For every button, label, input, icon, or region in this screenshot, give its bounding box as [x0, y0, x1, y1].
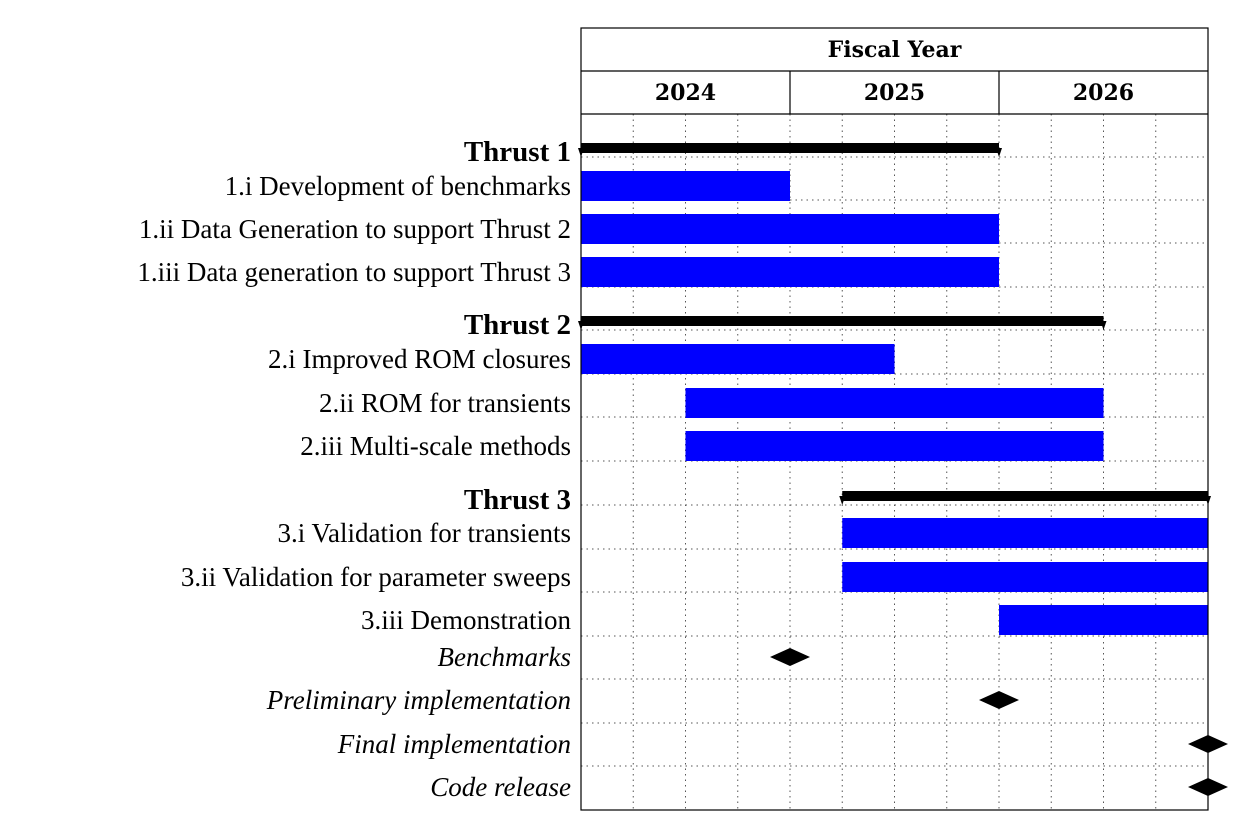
group-bar-cap-left [839, 496, 846, 505]
header-title: Fiscal Year [828, 37, 962, 63]
task-bar [842, 562, 1208, 592]
task-bar [581, 257, 999, 287]
milestone-diamond [770, 648, 810, 666]
milestone-diamond [979, 691, 1019, 709]
bars-layer [578, 143, 1228, 796]
milestone-label: Benchmarks [438, 642, 571, 672]
group-label: Thrust 3 [464, 484, 571, 516]
task-bar [581, 171, 790, 201]
milestone-label: Code release [430, 772, 571, 802]
group-bar [578, 143, 1002, 157]
group-bar-cap-right [996, 148, 1002, 157]
task-label: 2.ii ROM for transients [319, 388, 571, 418]
group-label: Thrust 1 [464, 136, 571, 168]
header-layer: Fiscal Year 2024 2025 2026 [580, 27, 1209, 811]
task-bar [581, 344, 895, 374]
group-bar-body [581, 316, 1104, 326]
task-label: 3.i Validation for transients [278, 518, 571, 548]
year-label: 2024 [655, 80, 716, 106]
task-label: 2.iii Multi-scale methods [300, 431, 571, 461]
task-bar [685, 388, 1104, 418]
group-bar [839, 491, 1211, 505]
group-bar [578, 316, 1107, 330]
milestone-label: Final implementation [337, 729, 571, 759]
task-bar [581, 214, 999, 244]
task-label: 3.ii Validation for parameter sweeps [181, 562, 571, 592]
task-label: 1.iii Data generation to support Thrust … [137, 257, 571, 287]
labels-layer: Thrust 11.i Development of benchmarks 1.i… [137, 136, 571, 802]
group-bar-body [842, 491, 1208, 501]
year-label: 2026 [1073, 80, 1134, 106]
task-label: 1.ii Data Generation to support Thrust 2 [139, 214, 571, 244]
task-bar [842, 518, 1208, 548]
task-label: 1.i Development of benchmarks [225, 171, 571, 201]
group-bar-cap-right [1100, 321, 1107, 330]
group-bar-body [581, 143, 999, 153]
task-bar [685, 431, 1104, 461]
task-label: 2.i Improved ROM closures [268, 344, 571, 374]
milestone-label: Preliminary implementation [266, 685, 571, 715]
year-label: 2025 [864, 80, 925, 106]
task-label: 3.iii Demonstration [361, 605, 571, 635]
task-bar [999, 605, 1208, 635]
chart-frame [580, 27, 1209, 811]
group-label: Thrust 2 [464, 309, 571, 341]
